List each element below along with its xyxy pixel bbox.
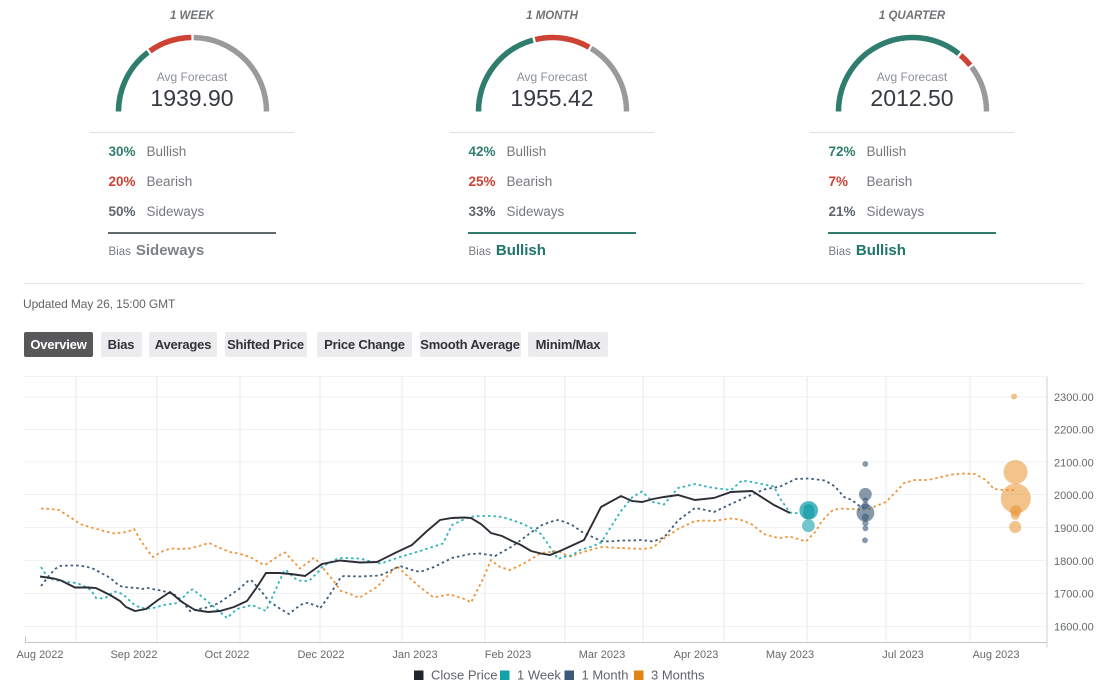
svg-text:Close Price: Close Price <box>431 668 497 683</box>
svg-text:2100.00: 2100.00 <box>1054 457 1094 469</box>
svg-text:2300.00: 2300.00 <box>1054 392 1094 404</box>
svg-text:Oct 2022: Oct 2022 <box>205 649 250 661</box>
svg-text:Aug 2023: Aug 2023 <box>972 649 1019 661</box>
svg-text:1800.00: 1800.00 <box>1054 556 1094 568</box>
svg-text:Feb 2023: Feb 2023 <box>485 649 531 661</box>
svg-text:May 2023: May 2023 <box>766 649 814 661</box>
svg-text:1700.00: 1700.00 <box>1054 589 1094 601</box>
svg-text:Dec 2022: Dec 2022 <box>297 649 344 661</box>
svg-text:1 Month: 1 Month <box>582 668 629 683</box>
svg-text:1600.00: 1600.00 <box>1054 621 1094 633</box>
svg-text:Jul 2023: Jul 2023 <box>882 649 924 661</box>
svg-text:Jan 2023: Jan 2023 <box>392 649 437 661</box>
svg-text:Apr 2023: Apr 2023 <box>674 649 719 661</box>
svg-text:Sep 2022: Sep 2022 <box>110 649 157 661</box>
svg-text:2000.00: 2000.00 <box>1054 490 1094 502</box>
svg-text:1 Week: 1 Week <box>517 668 561 683</box>
svg-text:2200.00: 2200.00 <box>1054 425 1094 437</box>
svg-text:1900.00: 1900.00 <box>1054 523 1094 535</box>
svg-text:3 Months: 3 Months <box>651 668 705 683</box>
svg-text:Aug 2022: Aug 2022 <box>16 649 63 661</box>
svg-text:Mar 2023: Mar 2023 <box>579 649 625 661</box>
